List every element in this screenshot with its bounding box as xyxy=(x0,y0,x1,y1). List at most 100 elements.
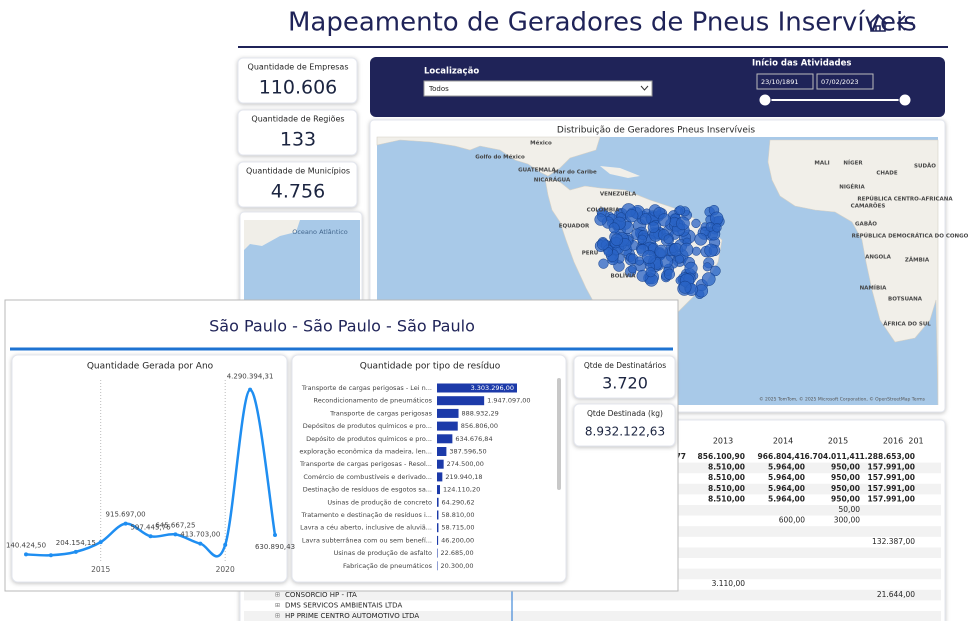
home-icon[interactable] xyxy=(868,13,888,32)
y-tick-label: Lavra subterrânea com ou sem benefí... xyxy=(302,536,432,544)
row-name: CONSORCIO HP - ITA xyxy=(285,591,357,599)
map-dot[interactable] xyxy=(702,262,712,272)
map-dot[interactable] xyxy=(657,213,671,227)
map-dot[interactable] xyxy=(625,209,639,223)
line-series xyxy=(25,388,277,558)
map-dot[interactable] xyxy=(691,218,701,229)
bar[interactable] xyxy=(437,447,447,456)
table-cell: 950,00 xyxy=(831,463,860,472)
bar[interactable] xyxy=(437,485,441,495)
expand-icon[interactable]: ⊞ xyxy=(275,613,280,620)
expand-icon[interactable]: ⊞ xyxy=(275,591,280,598)
y-tick-label: Destinação de resíduos de esgotos sa... xyxy=(303,486,432,494)
map-dot[interactable] xyxy=(712,223,722,233)
map-dot[interactable] xyxy=(676,216,690,231)
bar[interactable] xyxy=(437,510,439,520)
map-dot[interactable] xyxy=(678,280,692,294)
line-point[interactable] xyxy=(148,534,153,539)
bar[interactable] xyxy=(437,472,443,482)
table-cell: 856.100,90 xyxy=(698,452,745,461)
table-cell: 1.288.653,00 xyxy=(859,452,915,461)
map-dot[interactable] xyxy=(610,233,624,246)
bar[interactable] xyxy=(437,383,517,393)
back-icon[interactable] xyxy=(896,15,913,31)
data-label: 140.424,50 xyxy=(6,541,46,549)
expand-icon[interactable]: ⊞ xyxy=(275,602,280,609)
bar[interactable] xyxy=(437,408,459,418)
table-cell: 157.991,00 xyxy=(868,484,915,493)
y-tick-label: Comércio de combustíveis e derivado... xyxy=(303,473,432,481)
date-input[interactable] xyxy=(756,73,814,90)
line-point[interactable] xyxy=(198,541,203,546)
line-point[interactable] xyxy=(248,387,253,392)
map-label: GABÃO xyxy=(855,221,877,228)
popup-title: São Paulo - São Paulo - São Paulo xyxy=(209,317,475,336)
line-point[interactable] xyxy=(123,521,128,526)
table-cell: 8.510,00 xyxy=(708,484,745,493)
line-point[interactable] xyxy=(24,552,28,557)
map-dot[interactable] xyxy=(679,242,694,257)
date-input[interactable] xyxy=(816,73,874,90)
map-label: REPÚBLICA CENTRO-AFRICANA xyxy=(857,196,953,203)
map-dot[interactable] xyxy=(701,272,716,286)
line-point[interactable] xyxy=(273,532,277,537)
kpi-value: 110.606 xyxy=(259,77,338,99)
map-dot[interactable] xyxy=(608,222,620,234)
data-label: 20.300,00 xyxy=(440,562,473,570)
map-dot[interactable] xyxy=(663,234,674,244)
line-point[interactable] xyxy=(48,553,53,558)
map-dot[interactable] xyxy=(691,246,701,256)
map-dot[interactable] xyxy=(663,268,676,280)
bar[interactable] xyxy=(437,421,458,431)
data-label: 58.810,00 xyxy=(441,511,474,519)
bar-card xyxy=(291,354,567,583)
data-label: 274.500,00 xyxy=(447,460,484,468)
map-dot[interactable] xyxy=(675,205,686,216)
bar[interactable] xyxy=(437,434,453,444)
bar[interactable] xyxy=(437,535,439,545)
map-dot[interactable] xyxy=(710,265,721,277)
map-dot[interactable] xyxy=(704,243,718,258)
bar[interactable] xyxy=(437,548,438,558)
data-label: 46.200,00 xyxy=(441,536,474,544)
chart-title: Quantidade Gerada por Ano xyxy=(87,362,214,372)
map-dot[interactable] xyxy=(645,267,656,278)
table-cell: 5.964,00 xyxy=(768,473,805,482)
map-dot[interactable] xyxy=(642,249,657,265)
map-dot[interactable] xyxy=(628,264,637,274)
data-label: 64.290,62 xyxy=(442,498,475,506)
map-dot[interactable] xyxy=(594,213,607,226)
map-land xyxy=(767,139,939,406)
slider-handle[interactable] xyxy=(898,93,912,107)
bar[interactable] xyxy=(437,459,444,469)
line-point[interactable] xyxy=(223,542,228,547)
map-dot[interactable] xyxy=(684,261,698,275)
slider-handle[interactable] xyxy=(758,93,772,107)
map-dot[interactable] xyxy=(603,247,613,257)
line-point[interactable] xyxy=(173,532,178,537)
map-dot[interactable] xyxy=(639,213,652,225)
data-label: 645.667,25 xyxy=(155,521,195,529)
map-dot[interactable] xyxy=(596,238,609,251)
x-tick-label: 2015 xyxy=(91,565,110,574)
line-point[interactable] xyxy=(73,549,78,554)
y-tick-label: Transporte de cargas perigosas - Resol..… xyxy=(299,460,432,468)
line-point[interactable] xyxy=(98,540,103,545)
map-dot[interactable] xyxy=(694,232,708,246)
map-dot[interactable] xyxy=(598,258,609,269)
bar[interactable] xyxy=(437,497,439,507)
bar[interactable] xyxy=(437,523,439,533)
scrollbar[interactable] xyxy=(557,378,561,490)
map-label: BOLÍVIA xyxy=(611,272,637,280)
map-label: CAMARÕES xyxy=(851,203,886,210)
map-dot[interactable] xyxy=(654,244,668,259)
dropdown-arrow xyxy=(640,85,649,91)
data-label: 630.890,43 xyxy=(255,543,295,551)
location-dropdown[interactable] xyxy=(423,80,653,97)
map-dot[interactable] xyxy=(647,221,660,233)
data-label: 219.940,18 xyxy=(445,473,482,481)
map-dot[interactable] xyxy=(637,234,647,244)
data-label: 387.596,50 xyxy=(449,448,486,456)
map-label: VENEZUELA xyxy=(600,192,637,198)
bar[interactable] xyxy=(437,396,485,406)
